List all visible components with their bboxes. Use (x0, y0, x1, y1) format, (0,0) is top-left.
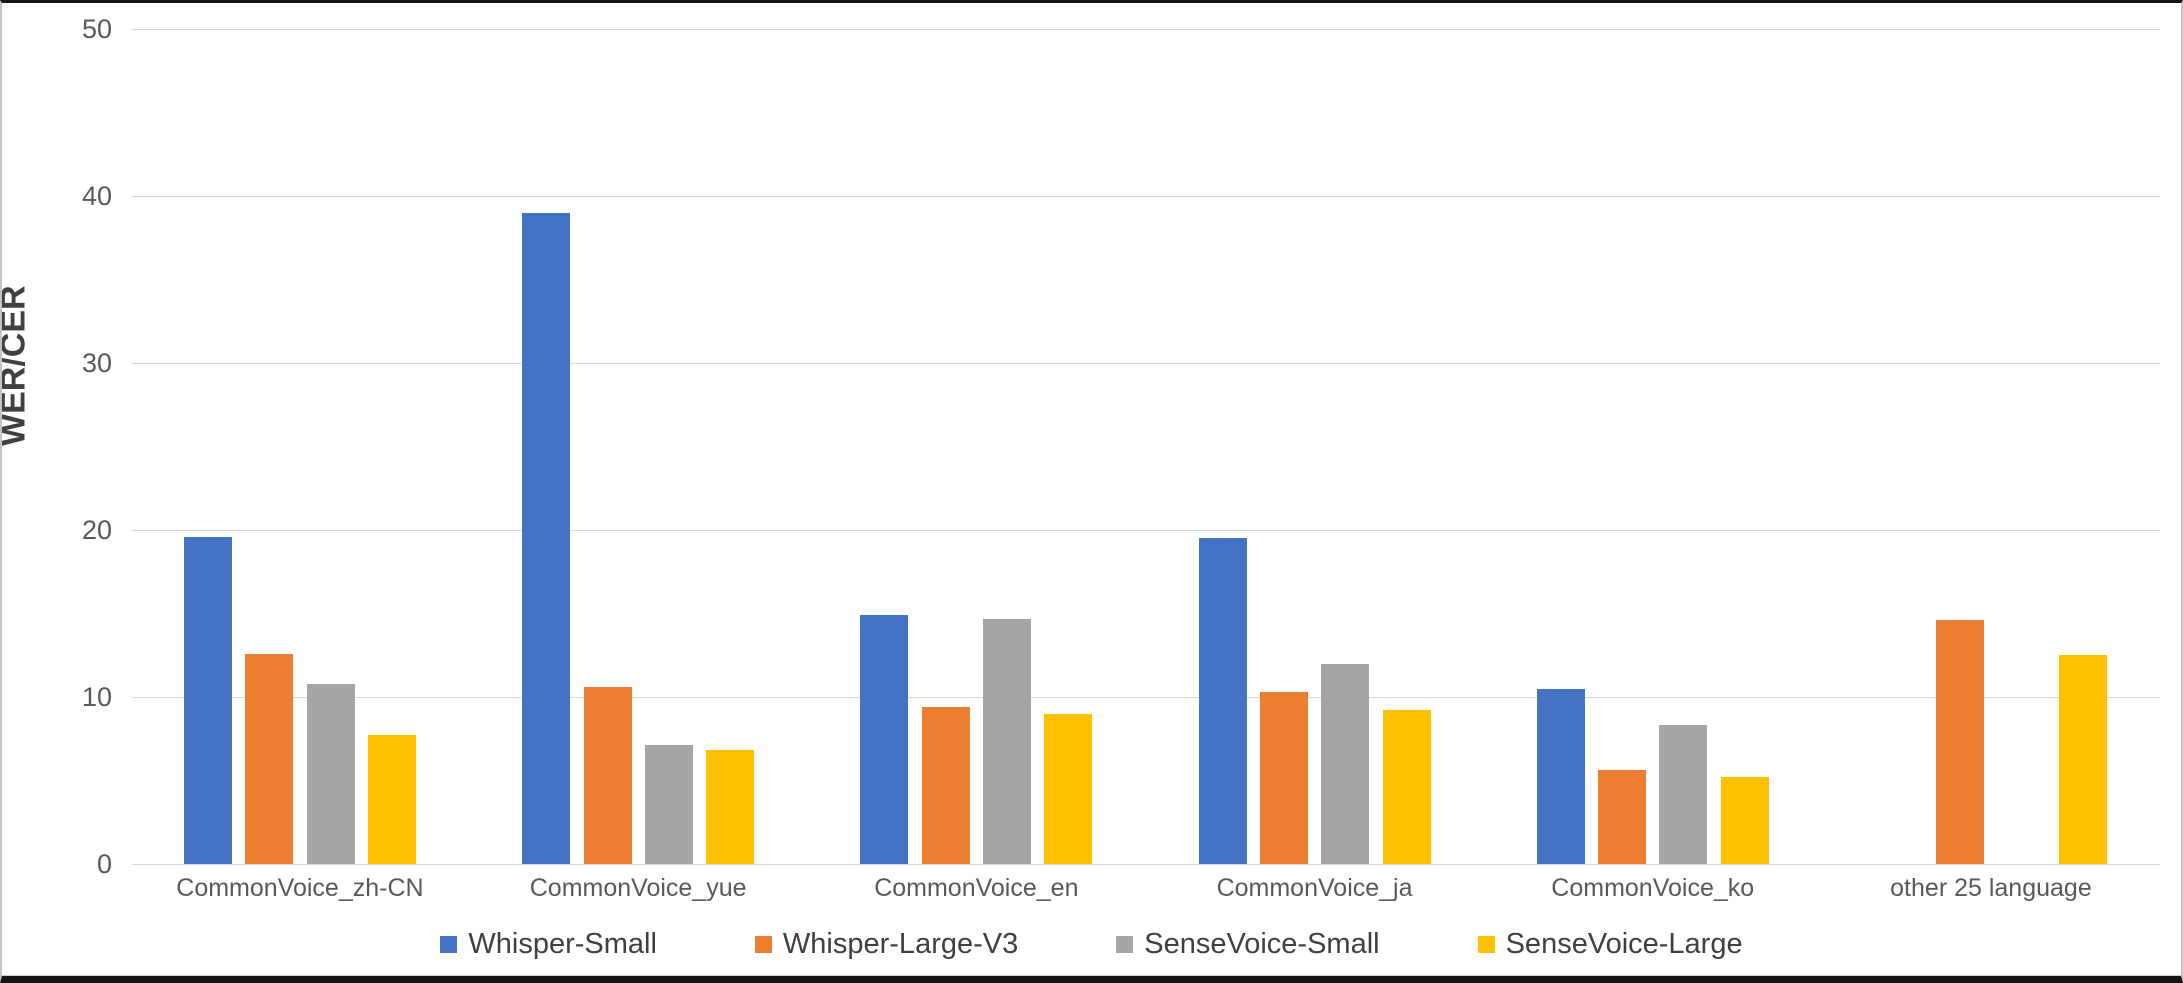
y-tick-label-50: 50 (81, 14, 112, 44)
legend-label: SenseVoice-Small (1144, 928, 1380, 960)
legend-item-Whisper-Large-V3: Whisper-Large-V3 (754, 928, 1019, 961)
bar-SenseVoice-Small-CommonVoice_ko (1659, 725, 1707, 864)
legend-label: Whisper-Large-V3 (782, 928, 1019, 960)
bar-SenseVoice-Small-CommonVoice_en (983, 619, 1031, 864)
y-tick-label-30: 30 (81, 348, 112, 378)
bar-Whisper-Large-V3-CommonVoice_ja (1260, 692, 1308, 864)
legend-label: SenseVoice-Large (1505, 928, 1743, 960)
bar-Whisper-Small-CommonVoice_ko (1537, 689, 1585, 864)
legend-swatch-icon (1477, 936, 1495, 953)
bar-Whisper-Large-V3-CommonVoice_zh-CN (245, 654, 293, 864)
gridline-50 (132, 29, 2160, 30)
gridline-40 (132, 196, 2160, 197)
y-tick-label-10: 10 (81, 682, 112, 712)
bar-SenseVoice-Large-other 25 language (2059, 655, 2107, 864)
legend-swatch-icon (754, 936, 772, 953)
gridline-10 (132, 697, 2160, 698)
y-tick-label-0: 0 (96, 849, 112, 879)
x-axis-label-CommonVoice_yue: CommonVoice_yue (529, 874, 747, 902)
bar-Whisper-Large-V3-CommonVoice_yue (584, 687, 632, 864)
legend-swatch-icon (440, 936, 458, 953)
x-axis-label-CommonVoice_zh-CN: CommonVoice_zh-CN (176, 874, 424, 902)
legend-item-SenseVoice-Small: SenseVoice-Small (1116, 928, 1380, 961)
bar-Whisper-Large-V3-CommonVoice_ko (1598, 770, 1646, 864)
bar-Whisper-Small-CommonVoice_en (860, 615, 908, 864)
bar-SenseVoice-Large-CommonVoice_yue (706, 750, 754, 864)
y-axis-title: WER/CER (0, 285, 33, 446)
x-axis-label-CommonVoice_en: CommonVoice_en (874, 874, 1079, 902)
x-axis-label-other 25 language: other 25 language (1890, 874, 2092, 902)
bar-SenseVoice-Large-CommonVoice_en (1044, 714, 1092, 864)
gridline-30 (132, 363, 2160, 364)
bar-Whisper-Small-CommonVoice_zh-CN (184, 537, 232, 864)
y-tick-label-40: 40 (81, 181, 112, 211)
bar-SenseVoice-Small-CommonVoice_ja (1321, 664, 1369, 864)
y-tick-label-20: 20 (81, 515, 112, 545)
bar-SenseVoice-Small-CommonVoice_zh-CN (307, 684, 355, 864)
legend-swatch-icon (1116, 936, 1134, 953)
legend-item-Whisper-Small: Whisper-Small (440, 928, 657, 961)
bar-SenseVoice-Large-CommonVoice_ja (1383, 710, 1431, 864)
bar-Whisper-Large-V3-other 25 language (1936, 620, 1984, 864)
legend-label: Whisper-Small (468, 928, 657, 960)
bar-Whisper-Small-CommonVoice_ja (1199, 538, 1247, 864)
x-axis-label-CommonVoice_ko: CommonVoice_ko (1551, 874, 1755, 902)
bar-SenseVoice-Large-CommonVoice_ko (1721, 777, 1769, 864)
x-axis-label-CommonVoice_ja: CommonVoice_ja (1216, 874, 1413, 902)
gridline-0 (132, 864, 2160, 865)
bar-Whisper-Large-V3-CommonVoice_en (922, 707, 970, 864)
bar-Whisper-Small-CommonVoice_yue (522, 213, 570, 864)
legend-item-SenseVoice-Large: SenseVoice-Large (1477, 928, 1743, 961)
bar-SenseVoice-Small-CommonVoice_yue (645, 745, 693, 864)
legend: Whisper-Small Whisper-Large-V3 SenseVoice-… (2, 928, 2181, 961)
gridline-20 (132, 530, 2160, 531)
bar-SenseVoice-Large-CommonVoice_zh-CN (368, 735, 416, 864)
